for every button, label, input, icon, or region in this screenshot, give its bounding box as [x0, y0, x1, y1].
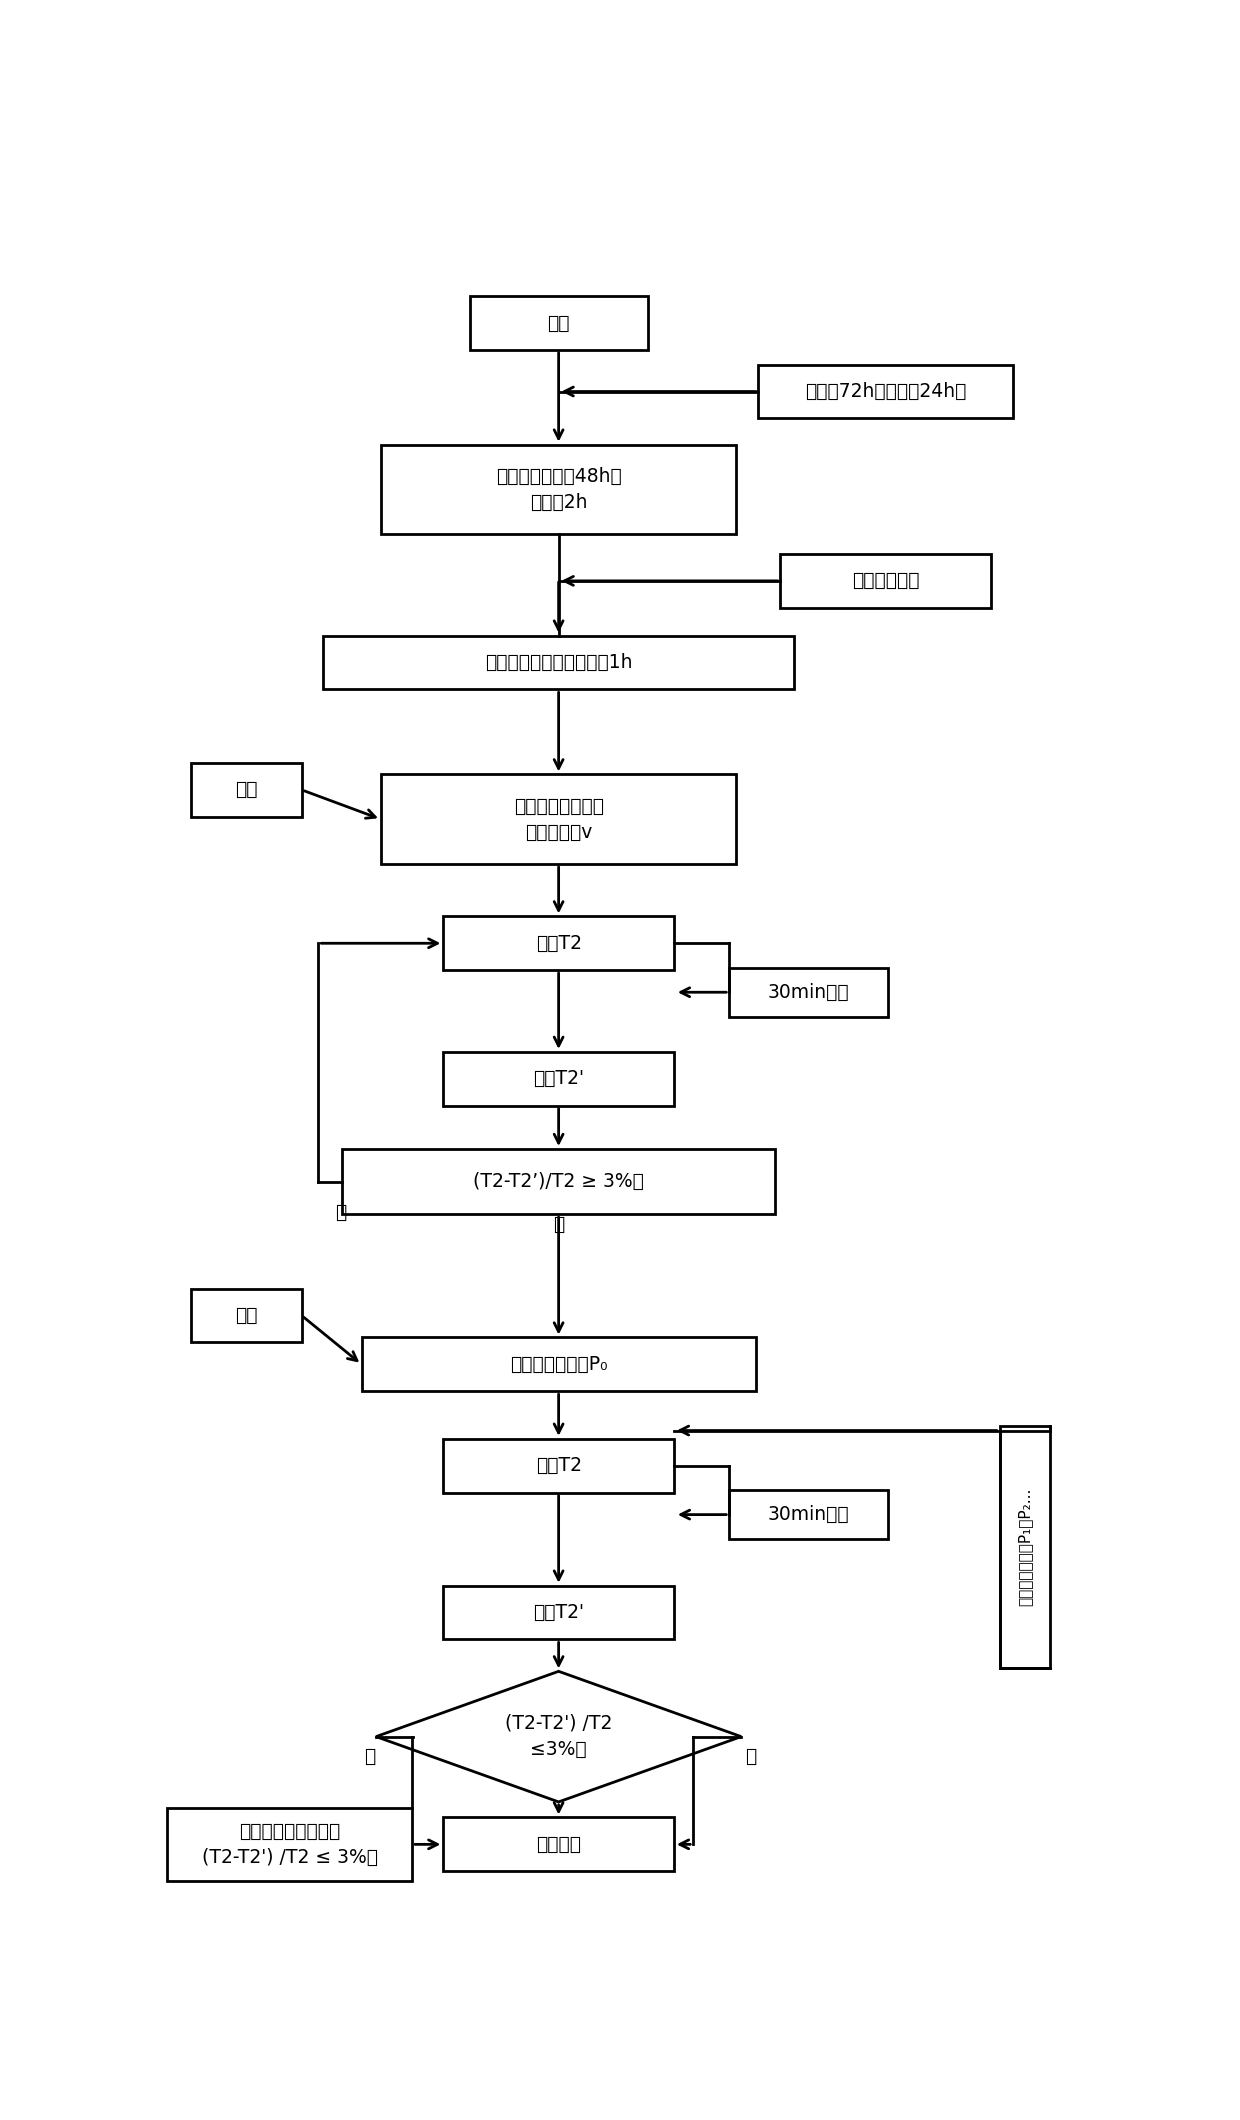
Text: 升高驱替压力至P₁、P₂...: 升高驱替压力至P₁、P₂...	[1017, 1488, 1032, 1607]
FancyBboxPatch shape	[780, 553, 991, 608]
FancyBboxPatch shape	[470, 297, 647, 350]
FancyBboxPatch shape	[444, 1052, 675, 1107]
FancyBboxPatch shape	[729, 1490, 888, 1539]
Text: 否: 否	[335, 1204, 346, 1221]
Text: 恒速: 恒速	[236, 780, 258, 799]
FancyBboxPatch shape	[362, 1338, 755, 1391]
Text: 标样并测基底: 标样并测基底	[852, 572, 919, 589]
Text: 洗油（72h）烘干（24h）: 洗油（72h）烘干（24h）	[805, 382, 966, 401]
Text: 升高围压至预定值后静置1h: 升高围压至预定值后静置1h	[485, 653, 632, 672]
FancyBboxPatch shape	[342, 1149, 775, 1215]
Text: (T2-T2') /T2
≤3%？: (T2-T2') /T2 ≤3%？	[505, 1713, 613, 1760]
Text: 较高驱替压力下并且
(T2-T2') /T2 ≤ 3%？: 较高驱替压力下并且 (T2-T2') /T2 ≤ 3%？	[202, 1821, 377, 1868]
Text: 测定T2: 测定T2	[536, 1456, 582, 1476]
FancyBboxPatch shape	[191, 1289, 301, 1342]
FancyBboxPatch shape	[444, 1817, 675, 1872]
FancyBboxPatch shape	[444, 1586, 675, 1639]
Text: 测定T2': 测定T2'	[533, 1068, 584, 1088]
FancyBboxPatch shape	[324, 636, 794, 689]
Text: 30min之后: 30min之后	[768, 1505, 849, 1524]
Text: 设置较小驱替压力
及驱替流速v: 设置较小驱替压力 及驱替流速v	[513, 797, 604, 842]
FancyBboxPatch shape	[444, 1439, 675, 1492]
FancyBboxPatch shape	[729, 967, 888, 1018]
Text: 是: 是	[745, 1747, 756, 1766]
Text: 30min之后: 30min之后	[768, 984, 849, 1003]
Text: 测定T2: 测定T2	[536, 933, 582, 952]
Text: 是: 是	[553, 1215, 564, 1234]
FancyBboxPatch shape	[381, 774, 737, 865]
Text: 真空加压饱和（48h）
后静置2h: 真空加压饱和（48h） 后静置2h	[496, 466, 621, 513]
FancyBboxPatch shape	[444, 916, 675, 971]
Text: 结束实验: 结束实验	[536, 1834, 582, 1853]
Text: 否: 否	[363, 1747, 374, 1766]
Text: (T2-T2’)/T2 ≥ 3%？: (T2-T2’)/T2 ≥ 3%？	[474, 1172, 644, 1191]
FancyBboxPatch shape	[191, 763, 301, 816]
Text: 岩心: 岩心	[547, 314, 570, 333]
Text: 设定该驱替压力P₀: 设定该驱替压力P₀	[510, 1355, 608, 1374]
FancyBboxPatch shape	[758, 365, 1013, 418]
FancyBboxPatch shape	[167, 1808, 412, 1880]
FancyBboxPatch shape	[999, 1427, 1050, 1668]
Text: 恒压: 恒压	[236, 1306, 258, 1325]
Polygon shape	[376, 1671, 742, 1802]
FancyBboxPatch shape	[381, 445, 737, 534]
Text: 测定T2': 测定T2'	[533, 1603, 584, 1622]
